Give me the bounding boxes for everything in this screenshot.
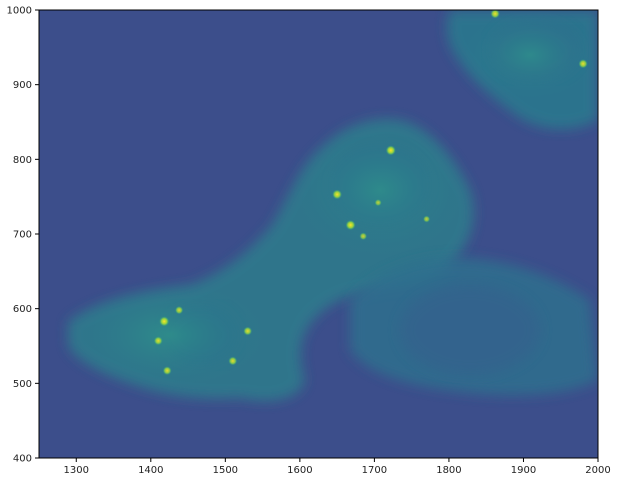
y-tick-label: 800 <box>13 155 32 166</box>
x-tick-label: 1600 <box>287 465 312 476</box>
bright-spot <box>153 336 163 346</box>
bright-spots <box>153 10 588 376</box>
bright-spot <box>345 220 356 231</box>
glow-region <box>70 280 270 390</box>
x-tick-label: 1900 <box>511 465 536 476</box>
x-tick-label: 1700 <box>362 465 387 476</box>
x-tick-label: 2000 <box>585 465 610 476</box>
bright-spot <box>385 145 396 156</box>
glow-region <box>460 10 598 100</box>
y-tick-label: 700 <box>13 230 32 241</box>
x-tick-label: 1400 <box>138 465 163 476</box>
bright-spot <box>374 199 382 207</box>
bright-spot <box>159 316 170 327</box>
bright-spot <box>162 366 172 376</box>
x-tick-label: 1500 <box>213 465 238 476</box>
x-axis: 1300 1400 1500 1600 1700 1800 1900 2000 <box>64 458 611 476</box>
y-tick-label: 500 <box>13 379 32 390</box>
bright-spot <box>243 326 253 336</box>
cell-image <box>68 10 598 401</box>
bright-spot <box>228 356 238 366</box>
bright-spot <box>175 306 184 315</box>
x-tick-label: 1800 <box>436 465 461 476</box>
y-tick-label: 400 <box>13 454 32 465</box>
y-tick-label: 1000 <box>7 6 32 17</box>
bright-spot <box>490 10 500 19</box>
glow-region <box>290 120 470 260</box>
y-tick-label: 900 <box>13 80 32 91</box>
nucleus-right <box>400 285 540 375</box>
x-tick-label: 1300 <box>64 465 89 476</box>
bright-spot <box>359 232 368 241</box>
bright-spot <box>578 59 588 69</box>
y-tick-label: 600 <box>13 304 32 315</box>
bright-spot <box>423 215 431 223</box>
bright-spot <box>332 189 342 200</box>
y-axis: 400 500 600 700 800 900 1000 <box>7 6 39 465</box>
